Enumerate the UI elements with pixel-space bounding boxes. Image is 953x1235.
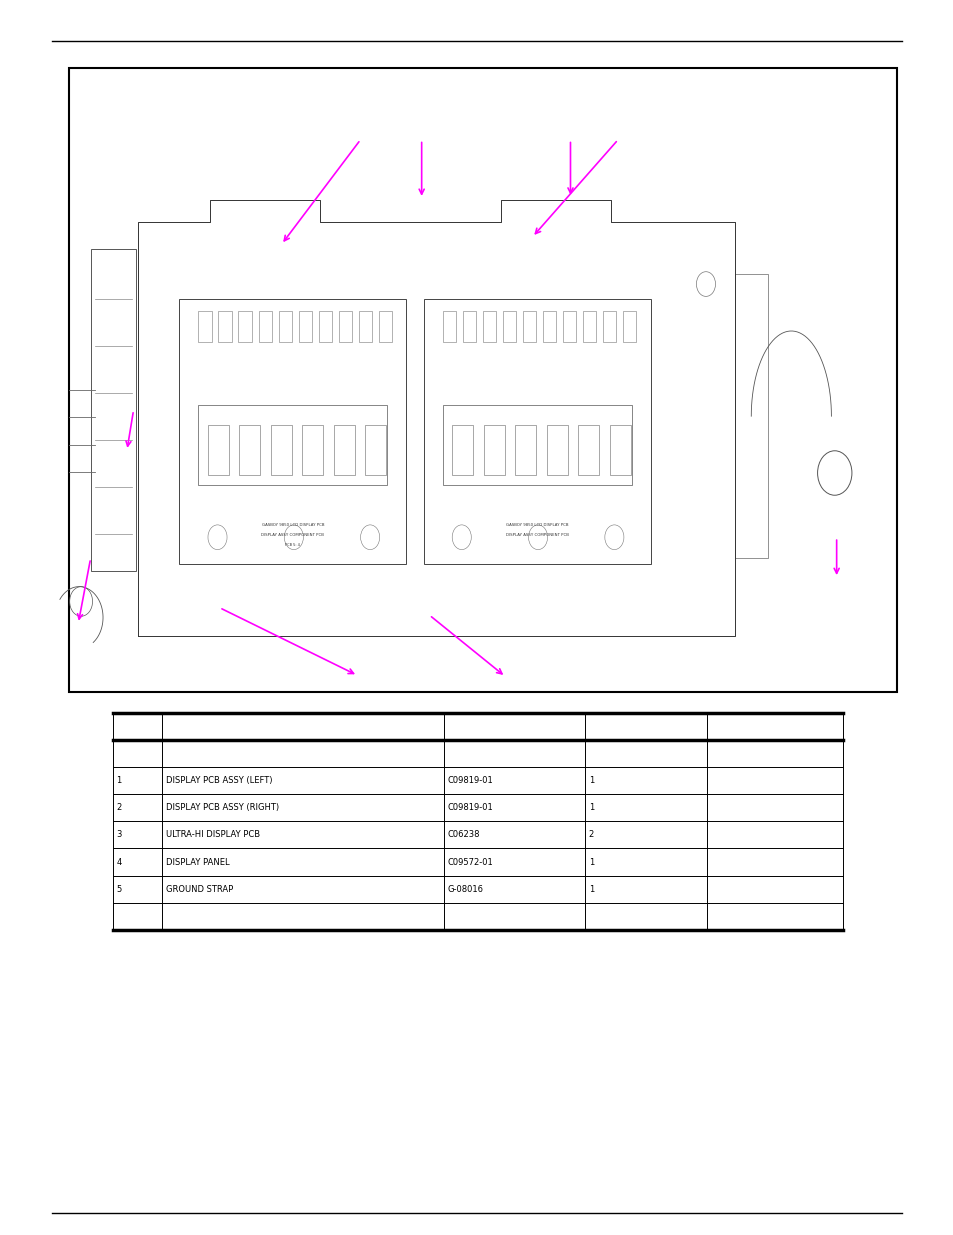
Text: C09819-01: C09819-01 <box>447 776 493 785</box>
Text: DISPLAY ASSY COMPONENT PCB: DISPLAY ASSY COMPONENT PCB <box>261 534 324 537</box>
Bar <box>502 311 516 342</box>
Bar <box>271 425 292 474</box>
Bar <box>423 299 650 564</box>
Bar <box>482 311 496 342</box>
Bar <box>318 311 332 342</box>
Bar <box>542 311 556 342</box>
Bar <box>562 311 576 342</box>
Text: 4: 4 <box>116 857 122 867</box>
Text: C09819-01: C09819-01 <box>447 803 493 813</box>
Bar <box>179 299 406 564</box>
Text: 1: 1 <box>588 884 594 894</box>
Bar <box>239 425 260 474</box>
Bar <box>91 249 136 571</box>
Text: 5: 5 <box>116 884 122 894</box>
Bar <box>334 425 355 474</box>
Bar <box>546 425 567 474</box>
Bar <box>462 311 476 342</box>
Bar <box>483 425 504 474</box>
Bar <box>578 425 598 474</box>
Bar <box>365 425 386 474</box>
Bar <box>258 311 272 342</box>
Bar <box>302 425 323 474</box>
Text: G-08016: G-08016 <box>447 884 483 894</box>
Bar <box>515 425 536 474</box>
Text: DISPLAY PCB ASSY (LEFT): DISPLAY PCB ASSY (LEFT) <box>166 776 273 785</box>
Text: 1: 1 <box>588 776 594 785</box>
Bar <box>69 68 896 692</box>
Text: ULTRA-HI DISPLAY PCB: ULTRA-HI DISPLAY PCB <box>166 830 260 840</box>
Text: 3: 3 <box>116 830 122 840</box>
Bar <box>218 311 232 342</box>
Text: GASBOY 9850 LCD DISPLAY PCB: GASBOY 9850 LCD DISPLAY PCB <box>505 524 568 527</box>
Bar <box>378 311 392 342</box>
Text: DISPLAY PCB ASSY (RIGHT): DISPLAY PCB ASSY (RIGHT) <box>166 803 279 813</box>
Bar <box>609 425 630 474</box>
Bar <box>602 311 616 342</box>
Text: DISPLAY ASSY COMPONENT PCB: DISPLAY ASSY COMPONENT PCB <box>505 534 568 537</box>
Text: GROUND STRAP: GROUND STRAP <box>166 884 233 894</box>
Bar <box>442 311 456 342</box>
Text: 1: 1 <box>116 776 122 785</box>
Text: C09572-01: C09572-01 <box>447 857 493 867</box>
Bar <box>198 405 387 484</box>
Bar <box>452 425 473 474</box>
Text: 1: 1 <box>588 857 594 867</box>
Bar <box>338 311 352 342</box>
Bar <box>622 311 636 342</box>
Bar <box>582 311 596 342</box>
Text: 1: 1 <box>588 803 594 813</box>
Bar <box>442 405 631 484</box>
Bar <box>298 311 312 342</box>
Bar <box>734 274 767 558</box>
Bar <box>208 425 229 474</box>
Text: 2: 2 <box>588 830 594 840</box>
Bar <box>198 311 212 342</box>
Text: C06238: C06238 <box>447 830 479 840</box>
Bar <box>522 311 536 342</box>
Bar <box>238 311 252 342</box>
Bar <box>278 311 292 342</box>
Bar <box>358 311 372 342</box>
Text: 2: 2 <box>116 803 122 813</box>
Text: DISPLAY PANEL: DISPLAY PANEL <box>166 857 230 867</box>
Text: PCB 5: 4: PCB 5: 4 <box>285 543 300 547</box>
Text: GASBOY 9850 LCD DISPLAY PCB: GASBOY 9850 LCD DISPLAY PCB <box>261 524 324 527</box>
